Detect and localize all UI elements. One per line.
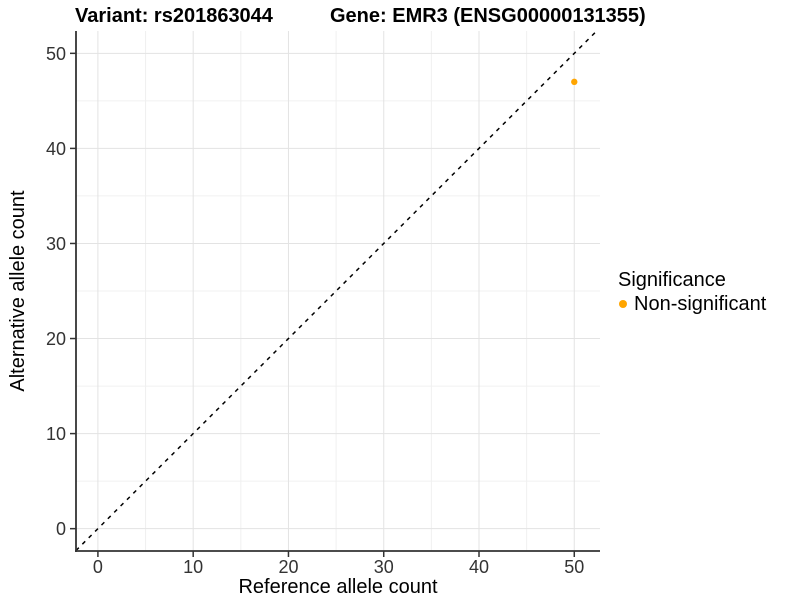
y-tick-label: 0 [56, 519, 66, 539]
x-axis-title: Reference allele count [238, 576, 438, 598]
legend: Significance Non-significant [618, 268, 766, 316]
x-tick-label: 50 [564, 557, 584, 577]
data-point [571, 78, 578, 86]
legend-point-icon [619, 300, 627, 308]
legend-title: Significance [618, 269, 726, 291]
gene-title: Gene: EMR3 (ENSG00000131355) [330, 5, 646, 27]
y-tick-label: 20 [46, 329, 66, 349]
x-tick-label: 30 [374, 557, 394, 577]
y-tick-label: 30 [46, 234, 66, 254]
y-tick-label: 10 [46, 424, 66, 444]
x-tick-label: 40 [469, 557, 489, 577]
identity-dashed-line [75, 30, 598, 552]
legend-item-non-significant: Non-significant [618, 292, 766, 316]
variant-title: Variant: rs201863044 [75, 5, 273, 27]
x-tick-label: 20 [278, 557, 298, 577]
legend-item-label: Non-significant [634, 293, 767, 315]
y-tick-label: 40 [46, 139, 66, 159]
y-axis-title: Alternative allele count [7, 190, 29, 392]
x-tick-label: 10 [183, 557, 203, 577]
y-tick-label: 50 [46, 44, 66, 64]
x-tick-label: 0 [93, 557, 103, 577]
